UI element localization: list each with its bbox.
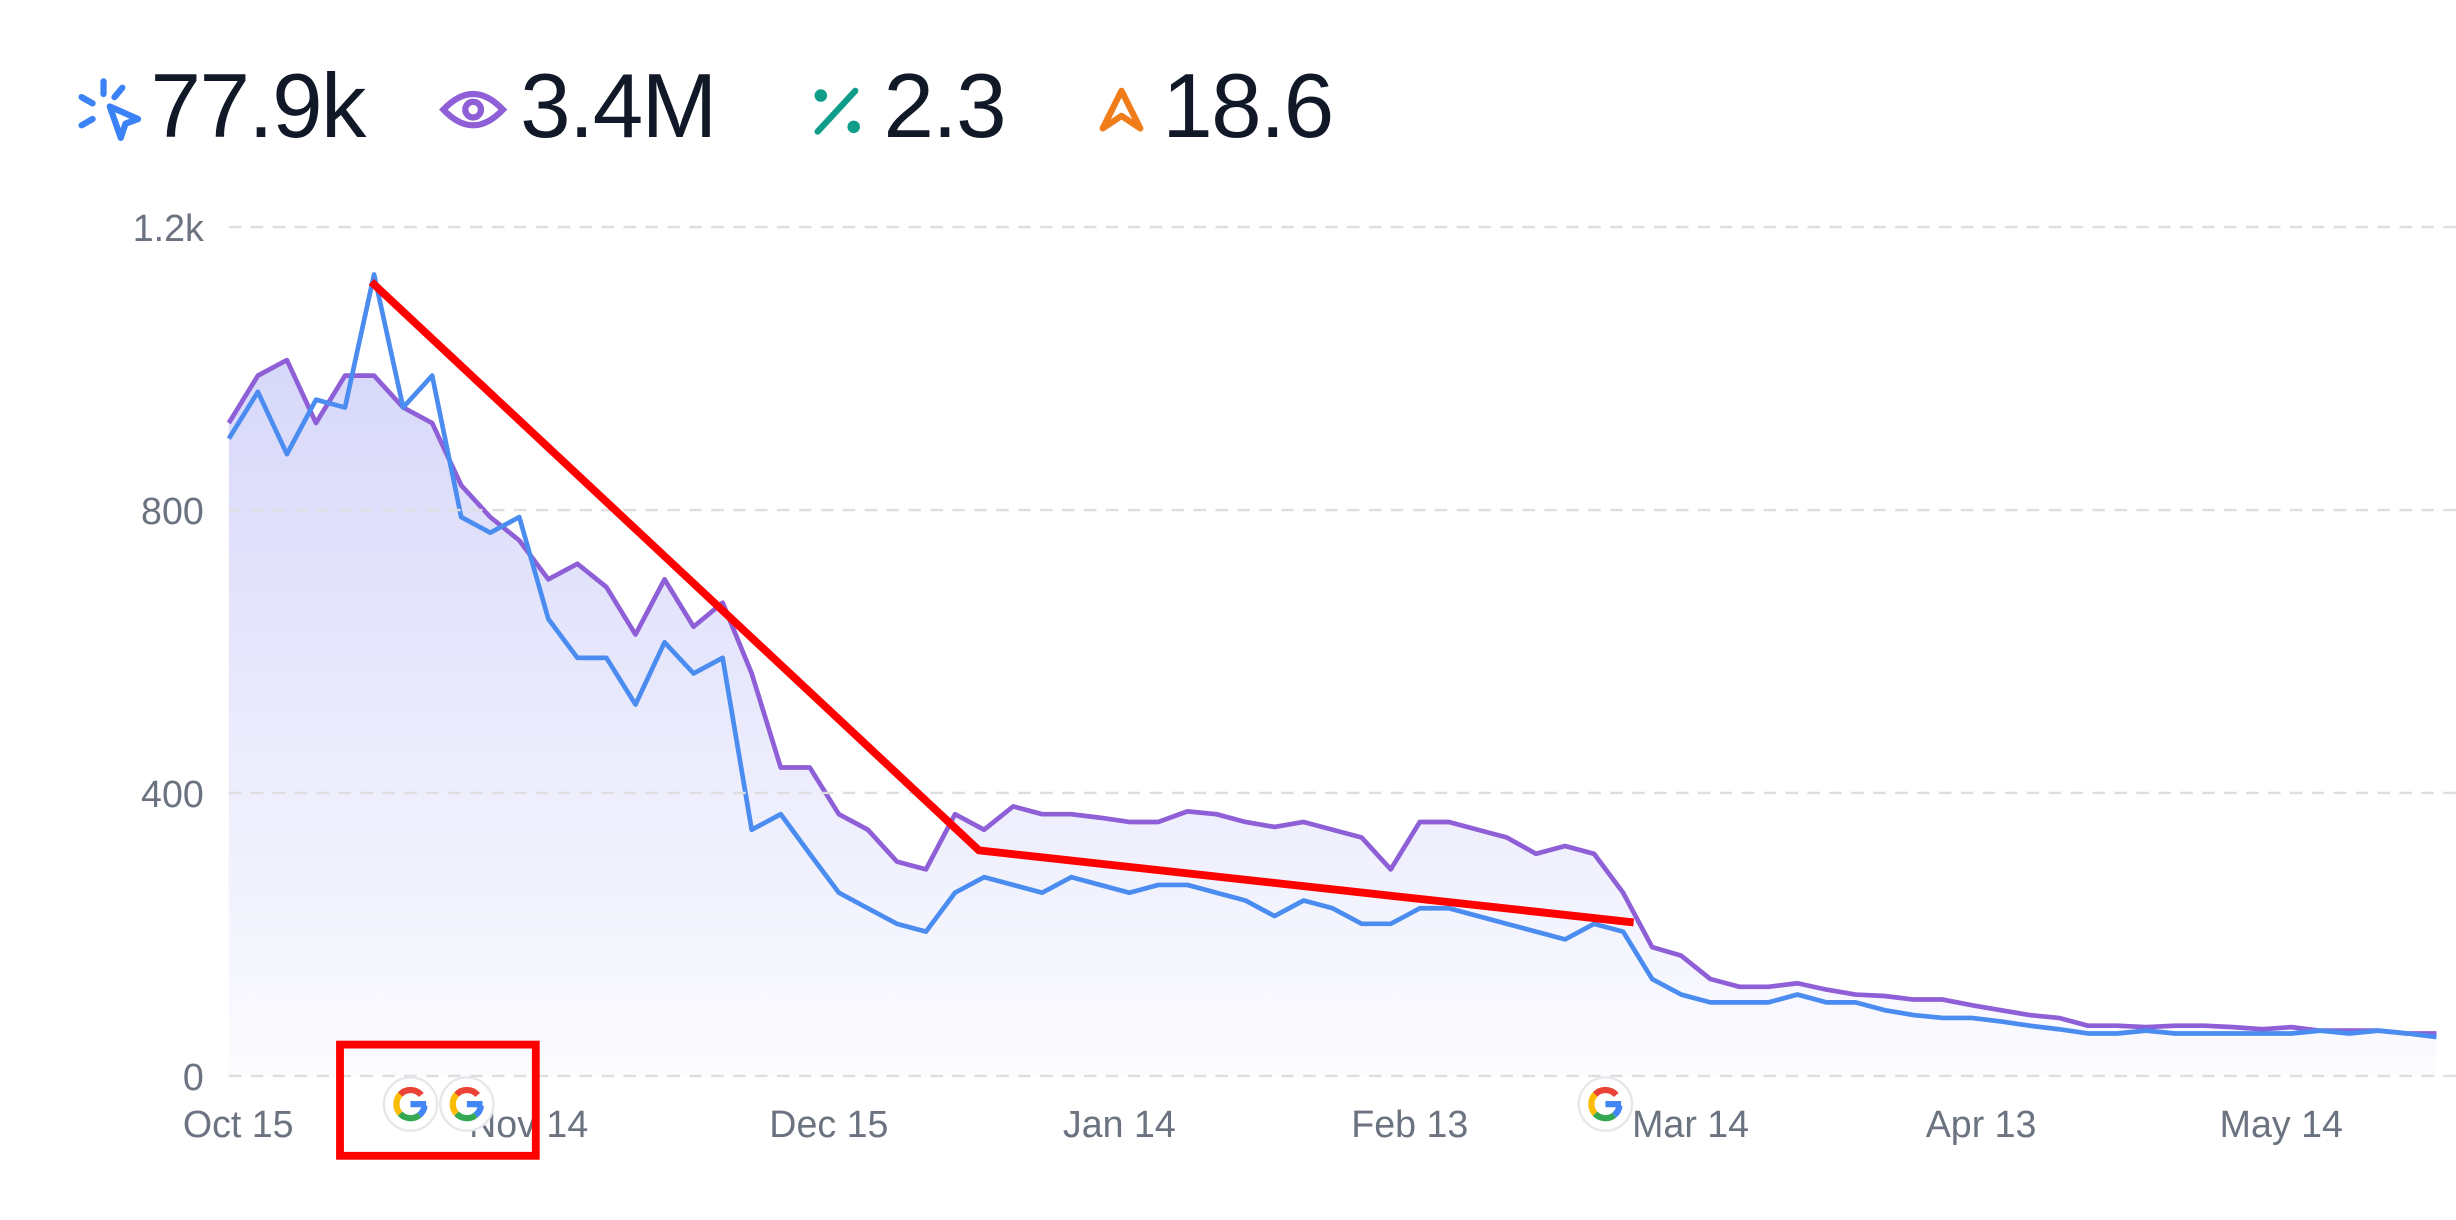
metric-value: 77.9k	[151, 56, 368, 157]
annotation-box	[336, 1040, 540, 1160]
google-icon-arc	[393, 1092, 403, 1116]
area	[228, 360, 2437, 1076]
annotation-line	[368, 279, 1635, 927]
plot-area	[226, 272, 2437, 1076]
y-tick-label: 400	[141, 773, 204, 815]
update-markers	[382, 1076, 1634, 1132]
x-tick-label: Jan 14	[1063, 1103, 1176, 1145]
google-icon-arc	[1592, 1086, 1619, 1098]
x-tick-label: Mar 14	[1632, 1103, 1749, 1145]
metric-value: 2.3	[883, 56, 1005, 157]
google-icon-arc	[1588, 1092, 1598, 1116]
ctr-icon	[814, 87, 860, 135]
y-tick-label: 1.2k	[133, 207, 204, 249]
x-tick-label: May 14	[2220, 1103, 2343, 1145]
position-icon	[1099, 87, 1144, 132]
series-line	[226, 357, 2437, 1036]
metric-value: 3.4M	[520, 56, 716, 157]
google-icon-arc	[449, 1092, 460, 1116]
google-icon-arc	[397, 1111, 422, 1122]
clicks-icon	[78, 78, 142, 141]
y-tick-label: 800	[141, 490, 204, 532]
x-tick-label: Oct 15	[183, 1103, 294, 1145]
google-icon-arc	[1592, 1111, 1617, 1122]
x-tick-label: Apr 13	[1926, 1103, 2037, 1145]
google-icon-arc	[454, 1111, 478, 1122]
impressions-icon	[439, 91, 508, 129]
google-icon-arc	[397, 1086, 424, 1098]
y-tick-label: 0	[183, 1056, 204, 1098]
x-tick-label: Feb 13	[1351, 1103, 1468, 1145]
google-icon-arc	[454, 1086, 481, 1098]
series-line	[226, 272, 2437, 1040]
x-tick-label: Dec 15	[769, 1103, 888, 1145]
metric-value: 18.6	[1162, 56, 1333, 157]
